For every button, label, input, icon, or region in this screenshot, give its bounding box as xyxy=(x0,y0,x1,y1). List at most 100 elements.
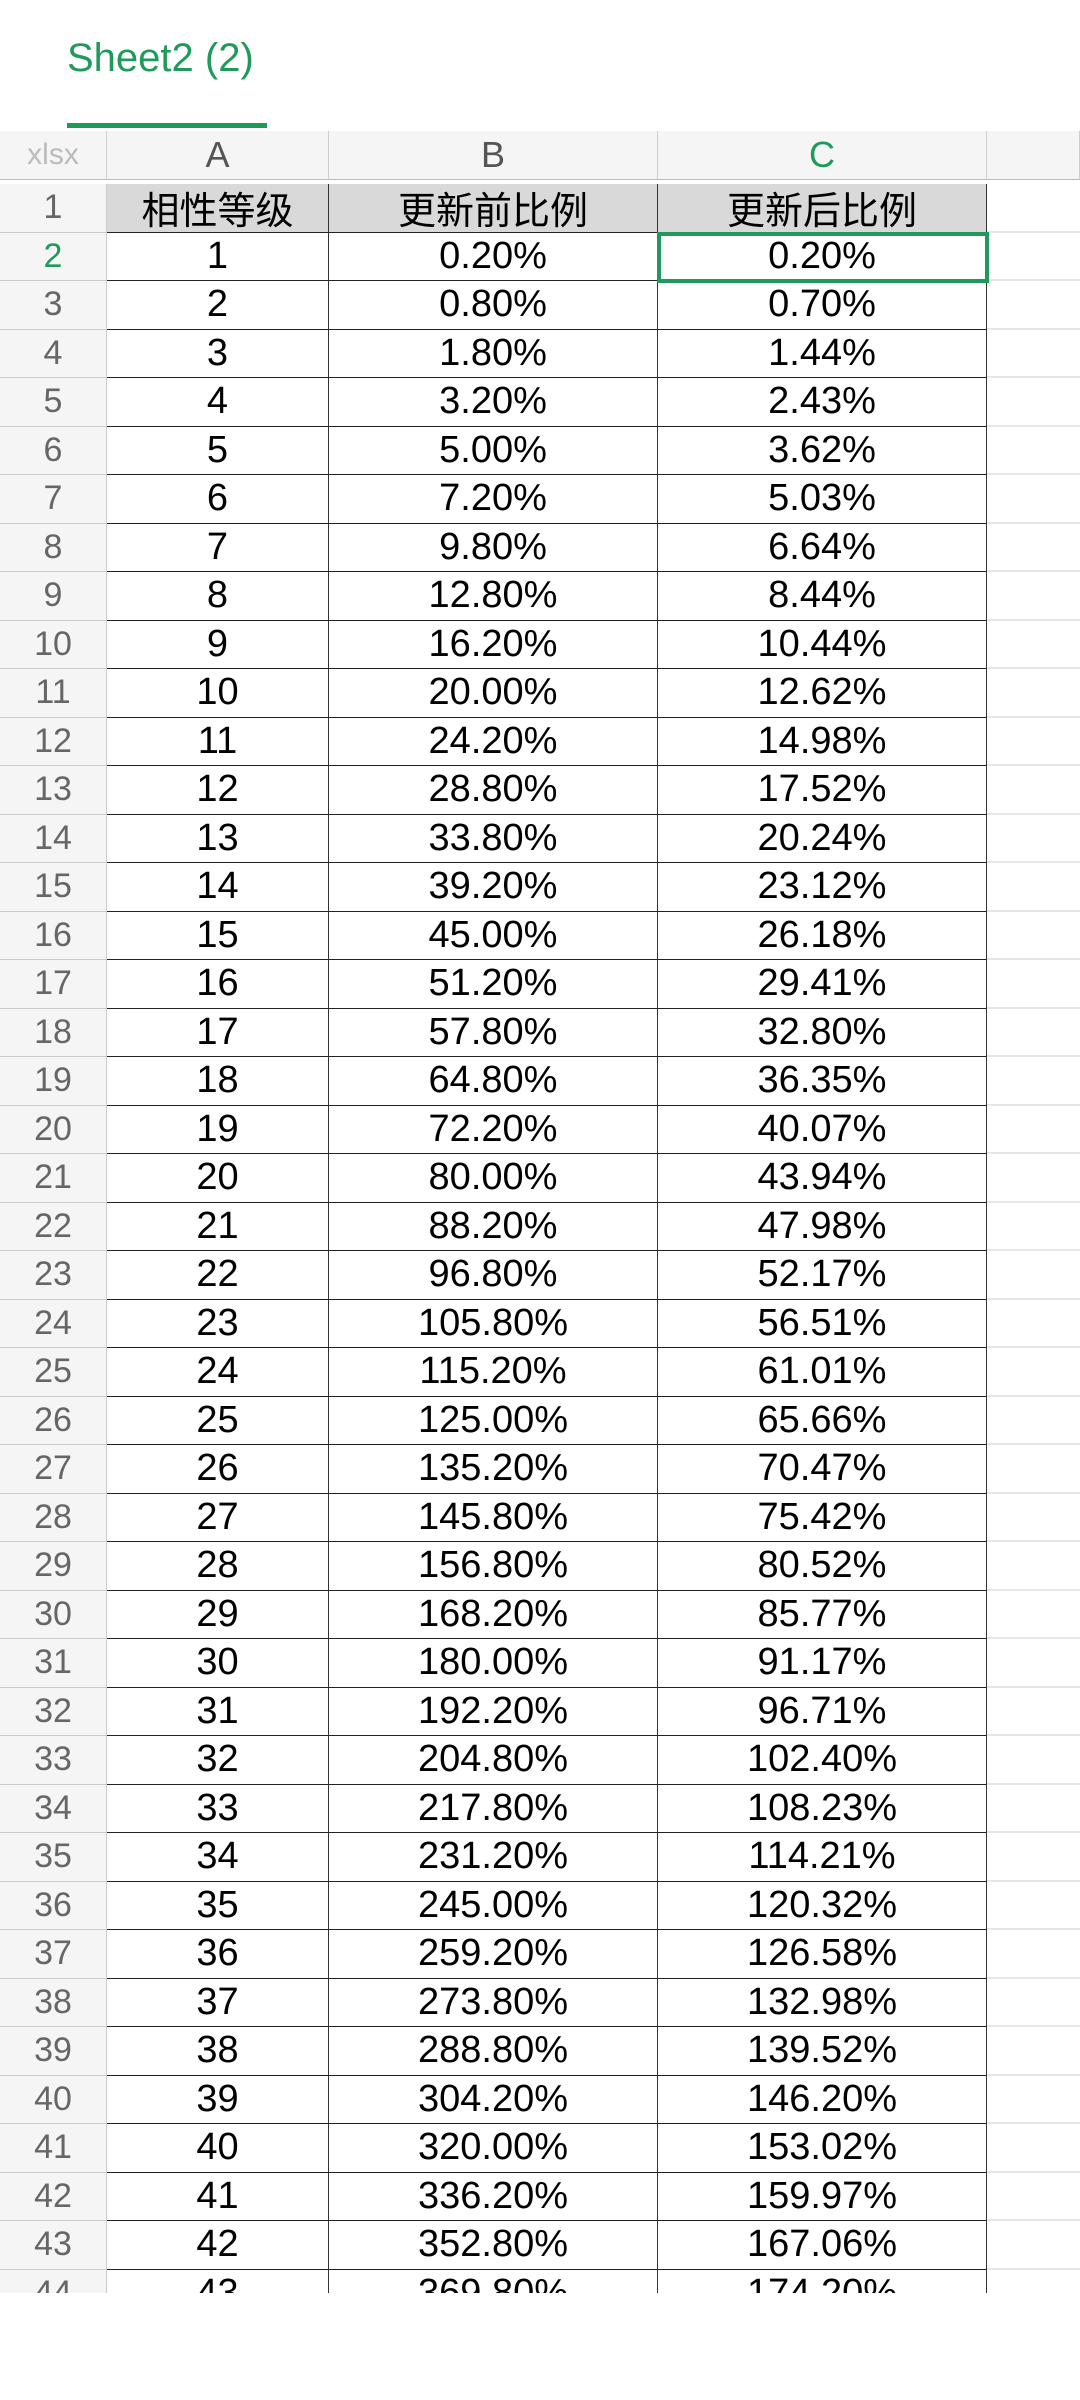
empty-cell[interactable] xyxy=(987,2027,1080,2076)
cell-after[interactable]: 23.12% xyxy=(658,863,987,912)
header-cell-before[interactable]: 更新前比例 xyxy=(329,184,658,233)
row-header[interactable]: 2 xyxy=(0,232,107,281)
row-header[interactable]: 15 xyxy=(0,863,107,912)
row-header[interactable]: 10 xyxy=(0,620,107,669)
cell-after[interactable]: 96.71% xyxy=(658,1687,987,1736)
row-header[interactable]: 4 xyxy=(0,329,107,378)
cell-level[interactable]: 36 xyxy=(107,1930,329,1979)
cell-after[interactable]: 32.80% xyxy=(658,1008,987,1057)
cell-level[interactable]: 35 xyxy=(107,1881,329,1930)
header-cell-level[interactable]: 相性等级 xyxy=(107,184,329,233)
empty-cell[interactable] xyxy=(987,1785,1080,1833)
cell-before[interactable]: 96.80% xyxy=(329,1251,658,1300)
cell-before[interactable]: 1.80% xyxy=(329,329,658,378)
cell-level[interactable]: 13 xyxy=(107,814,329,863)
cell-level[interactable]: 20 xyxy=(107,1154,329,1203)
empty-cell[interactable] xyxy=(987,233,1080,281)
cell-level[interactable]: 9 xyxy=(107,620,329,669)
empty-cell[interactable] xyxy=(987,718,1080,766)
cell-before[interactable]: 336.20% xyxy=(329,2172,658,2221)
cell-before[interactable]: 72.20% xyxy=(329,1105,658,1154)
cell-before[interactable]: 320.00% xyxy=(329,2124,658,2173)
cell-after[interactable]: 85.77% xyxy=(658,1590,987,1639)
empty-cell[interactable] xyxy=(987,1688,1080,1736)
cell-after[interactable]: 153.02% xyxy=(658,2124,987,2173)
row-header[interactable]: 9 xyxy=(0,572,107,621)
cell-level[interactable]: 26 xyxy=(107,1445,329,1494)
cell-level[interactable]: 1 xyxy=(107,232,329,281)
cell-after[interactable]: 91.17% xyxy=(658,1639,987,1688)
row-header[interactable]: 40 xyxy=(0,2075,107,2124)
row-header[interactable]: 30 xyxy=(0,1590,107,1639)
cell-after[interactable]: 40.07% xyxy=(658,1105,987,1154)
cell-level[interactable]: 18 xyxy=(107,1057,329,1106)
empty-cell[interactable] xyxy=(987,2221,1080,2270)
cell-before[interactable]: 5.00% xyxy=(329,426,658,475)
cell-before[interactable]: 9.80% xyxy=(329,523,658,572)
row-header[interactable]: 33 xyxy=(0,1736,107,1785)
cell-before[interactable]: 20.00% xyxy=(329,669,658,718)
cell-after[interactable]: 17.52% xyxy=(658,766,987,815)
cell-before[interactable]: 64.80% xyxy=(329,1057,658,1106)
cell-before[interactable]: 180.00% xyxy=(329,1639,658,1688)
column-header-d[interactable] xyxy=(987,131,1080,180)
row-header[interactable]: 19 xyxy=(0,1057,107,1106)
empty-cell[interactable] xyxy=(987,1445,1080,1494)
empty-cell[interactable] xyxy=(987,1542,1080,1591)
row-header[interactable]: 39 xyxy=(0,2027,107,2076)
empty-cell[interactable] xyxy=(987,1930,1080,1979)
row-header[interactable]: 8 xyxy=(0,523,107,572)
empty-cell[interactable] xyxy=(987,281,1080,330)
cell-level[interactable]: 30 xyxy=(107,1639,329,1688)
cell-after[interactable]: 3.62% xyxy=(658,426,987,475)
cell-level[interactable]: 24 xyxy=(107,1348,329,1397)
empty-cell[interactable] xyxy=(987,1591,1080,1639)
cell-level[interactable]: 5 xyxy=(107,426,329,475)
empty-cell[interactable] xyxy=(987,1251,1080,1300)
row-header[interactable]: 11 xyxy=(0,669,107,718)
row-header[interactable]: 28 xyxy=(0,1493,107,1542)
empty-cell[interactable] xyxy=(987,524,1080,572)
row-header[interactable]: 35 xyxy=(0,1833,107,1882)
cell-level[interactable]: 12 xyxy=(107,766,329,815)
cell-before[interactable]: 0.20% xyxy=(329,232,658,281)
cell-before[interactable]: 204.80% xyxy=(329,1736,658,1785)
cell-after[interactable]: 26.18% xyxy=(658,911,987,960)
cell-level[interactable]: 7 xyxy=(107,523,329,572)
cell-level[interactable]: 3 xyxy=(107,329,329,378)
cell-before[interactable]: 105.80% xyxy=(329,1299,658,1348)
cell-level[interactable]: 2 xyxy=(107,281,329,330)
cell-before[interactable]: 7.20% xyxy=(329,475,658,524)
empty-cell[interactable] xyxy=(987,960,1080,1009)
row-header[interactable]: 13 xyxy=(0,766,107,815)
empty-cell[interactable] xyxy=(987,427,1080,475)
cell-after[interactable]: 146.20% xyxy=(658,2075,987,2124)
empty-cell[interactable] xyxy=(987,1203,1080,1251)
empty-cell[interactable] xyxy=(987,1300,1080,1348)
cell-after[interactable]: 36.35% xyxy=(658,1057,987,1106)
cell-before[interactable]: 288.80% xyxy=(329,2027,658,2076)
cell-level[interactable]: 14 xyxy=(107,863,329,912)
cell-level[interactable]: 32 xyxy=(107,1736,329,1785)
empty-cell[interactable] xyxy=(987,1494,1080,1542)
cell-after[interactable]: 174.20% xyxy=(658,2269,987,2293)
row-header[interactable]: 23 xyxy=(0,1251,107,1300)
cell-level[interactable]: 42 xyxy=(107,2221,329,2270)
cell-before[interactable]: 28.80% xyxy=(329,766,658,815)
row-header[interactable]: 43 xyxy=(0,2221,107,2270)
cell-before[interactable]: 273.80% xyxy=(329,1978,658,2027)
cell-before[interactable]: 33.80% xyxy=(329,814,658,863)
row-header[interactable]: 3 xyxy=(0,281,107,330)
empty-cell[interactable] xyxy=(987,1348,1080,1397)
row-header[interactable]: 14 xyxy=(0,814,107,863)
empty-cell[interactable] xyxy=(987,184,1080,233)
empty-cell[interactable] xyxy=(987,2076,1080,2124)
empty-cell[interactable] xyxy=(987,815,1080,863)
cell-before[interactable]: 12.80% xyxy=(329,572,658,621)
empty-cell[interactable] xyxy=(987,475,1080,524)
column-header-a[interactable]: A xyxy=(107,131,329,180)
row-header[interactable]: 1 xyxy=(0,184,107,233)
row-header[interactable]: 7 xyxy=(0,475,107,524)
cell-after[interactable]: 14.98% xyxy=(658,717,987,766)
empty-cell[interactable] xyxy=(987,766,1080,815)
